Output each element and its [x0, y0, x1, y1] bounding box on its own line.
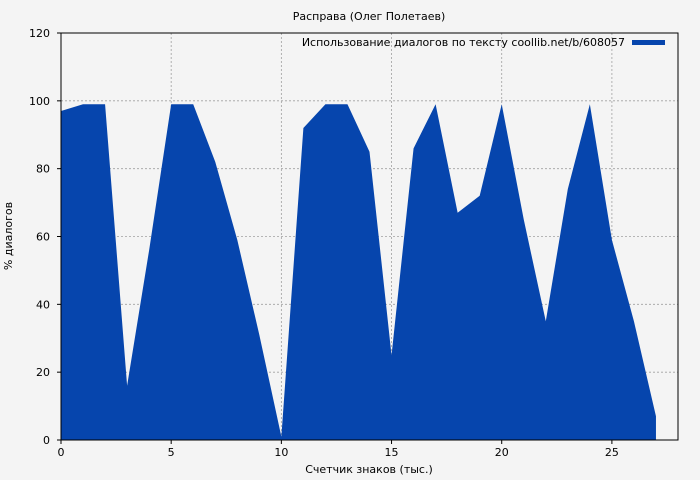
y-axis-label: % диалогов	[2, 202, 15, 270]
x-tick-label: 0	[58, 446, 65, 459]
y-tick-label: 120	[29, 27, 50, 40]
x-tick-label: 25	[605, 446, 619, 459]
y-tick-label: 100	[29, 95, 50, 108]
x-tick-label: 5	[168, 446, 175, 459]
x-tick-label: 20	[495, 446, 509, 459]
series-areas	[61, 104, 656, 440]
y-tick-label: 40	[36, 298, 50, 311]
y-tick-label: 0	[43, 434, 50, 447]
legend-label: Использование диалогов по тексту coollib…	[302, 36, 625, 49]
legend-swatch	[632, 40, 665, 45]
legend: Использование диалогов по тексту coollib…	[302, 36, 665, 49]
x-axis-label: Счетчик знаков (тыс.)	[305, 463, 433, 476]
y-tick-label: 80	[36, 163, 50, 176]
chart-title: Расправа (Олег Полетаев)	[293, 10, 446, 23]
y-tick-label: 60	[36, 231, 50, 244]
x-tick-label: 15	[385, 446, 399, 459]
x-ticks: 0 5 10 15 20 25	[58, 440, 619, 459]
y-tick-label: 20	[36, 366, 50, 379]
y-ticks: 0 20 40 60 80 100 120	[29, 27, 61, 447]
series-area	[61, 104, 656, 440]
x-tick-label: 10	[274, 446, 288, 459]
